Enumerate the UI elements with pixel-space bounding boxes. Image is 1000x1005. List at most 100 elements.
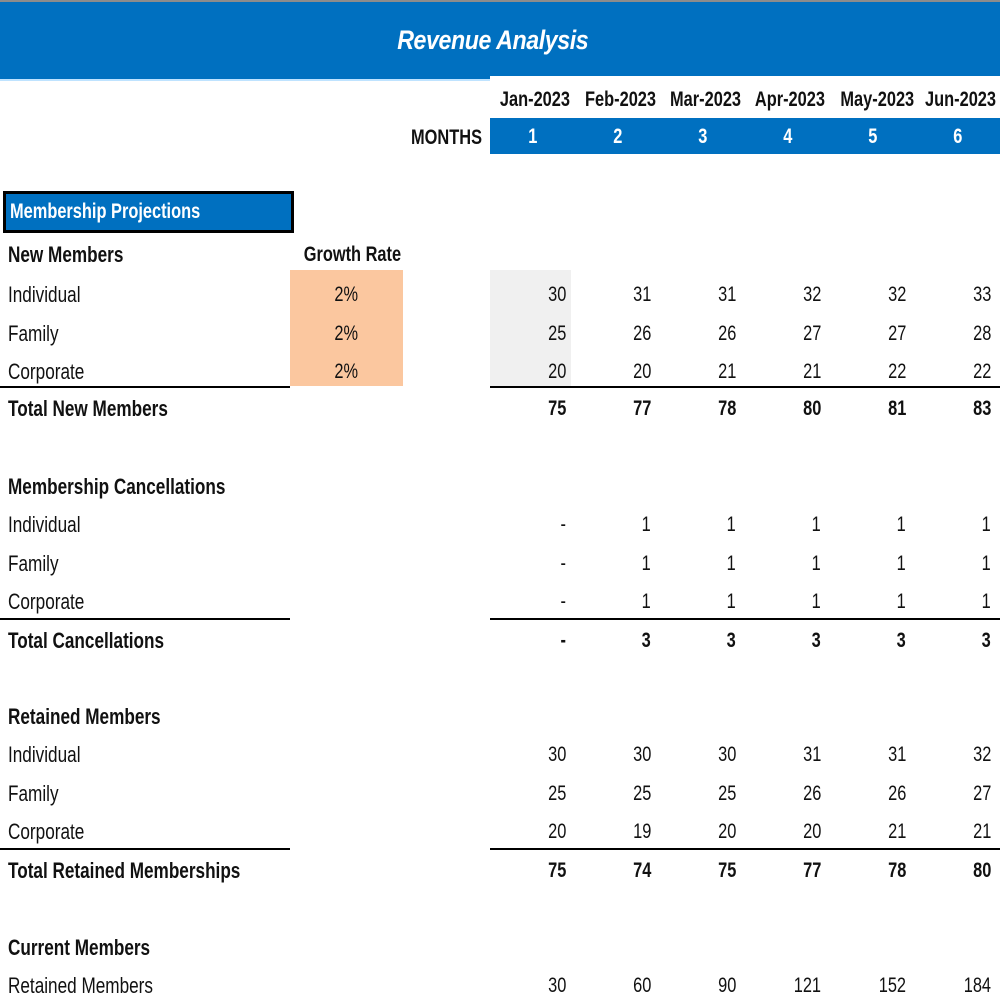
date-header-cell[interactable]: May-2023 [830, 84, 915, 116]
value-cell[interactable]: 21 [745, 353, 830, 391]
growth-rate-cell[interactable]: 2% [290, 315, 403, 353]
value-cell[interactable]: 90 [660, 967, 745, 1005]
value-cell[interactable]: 20 [660, 813, 745, 851]
value-cell[interactable]: 1 [575, 506, 660, 544]
value-cell[interactable]: 20 [490, 813, 575, 851]
value-cells: - 1 1 1 1 1 [490, 583, 1000, 621]
value-cell[interactable]: 1 [745, 545, 830, 583]
value-cell[interactable]: 27 [830, 315, 915, 353]
value-cell[interactable]: 1 [745, 583, 830, 621]
month-number-cell[interactable]: 3 [660, 118, 745, 154]
value-cell[interactable]: 30 [490, 736, 575, 774]
value-cell[interactable]: 32 [745, 276, 830, 314]
total-cell[interactable]: 81 [830, 390, 915, 428]
value-cell[interactable]: 1 [660, 545, 745, 583]
value-text: 1 [896, 590, 906, 613]
value-cell[interactable]: 30 [490, 967, 575, 1005]
value-cell[interactable]: 22 [915, 353, 1000, 391]
value-cell[interactable]: 121 [745, 967, 830, 1005]
value-cell[interactable]: 27 [745, 315, 830, 353]
value-cell[interactable]: 60 [575, 967, 660, 1005]
total-cell[interactable]: 83 [915, 390, 1000, 428]
date-header-cell[interactable]: Apr-2023 [745, 84, 830, 116]
month-number-cell[interactable]: 6 [915, 118, 1000, 154]
value-cell[interactable]: 22 [830, 353, 915, 391]
total-cell[interactable]: 3 [660, 622, 745, 660]
value-cell[interactable]: - [490, 506, 575, 544]
value-cell[interactable]: 32 [915, 736, 1000, 774]
value-cell[interactable]: 152 [830, 967, 915, 1005]
total-cell[interactable]: 78 [660, 390, 745, 428]
month-number-cell[interactable]: 5 [830, 118, 915, 154]
value-cell[interactable]: 1 [660, 583, 745, 621]
value-cell[interactable]: 25 [490, 775, 575, 813]
value-cell[interactable]: 1 [575, 583, 660, 621]
value-text: 31 [632, 283, 651, 306]
banner-separator [490, 76, 1000, 80]
date-header-cell[interactable]: Mar-2023 [660, 84, 745, 116]
value-cell[interactable]: 20 [490, 353, 575, 391]
value-cell[interactable]: 31 [830, 736, 915, 774]
value-cell[interactable]: 33 [915, 276, 1000, 314]
date-header-cell[interactable]: Jan-2023 [490, 84, 575, 116]
value-cell[interactable]: 1 [915, 545, 1000, 583]
date-header-cell[interactable]: Feb-2023 [575, 84, 660, 116]
value-text: 1 [726, 513, 736, 536]
value-cell[interactable]: - [490, 545, 575, 583]
total-cell[interactable]: 3 [575, 622, 660, 660]
value-cell[interactable]: - [490, 583, 575, 621]
section-title-membership-projections[interactable]: Membership Projections [3, 191, 294, 233]
month-number-cell[interactable]: 2 [575, 118, 660, 154]
value-cell[interactable]: 27 [915, 775, 1000, 813]
value-cell[interactable]: 26 [575, 315, 660, 353]
value-cell[interactable]: 21 [660, 353, 745, 391]
value-cell[interactable]: 1 [915, 506, 1000, 544]
total-cell[interactable]: 75 [490, 390, 575, 428]
value-cell[interactable]: 25 [575, 775, 660, 813]
growth-rate-cell[interactable]: 2% [290, 276, 403, 314]
month-number-cell[interactable]: 4 [745, 118, 830, 154]
value-cell[interactable]: 21 [915, 813, 1000, 851]
total-cell[interactable]: 3 [915, 622, 1000, 660]
value-cell[interactable]: 1 [745, 506, 830, 544]
value-cell[interactable]: 30 [490, 276, 575, 314]
total-cell[interactable]: 3 [830, 622, 915, 660]
value-cell[interactable]: 19 [575, 813, 660, 851]
value-cell[interactable]: 26 [745, 775, 830, 813]
value-cell[interactable]: 31 [575, 276, 660, 314]
value-cell[interactable]: 1 [830, 583, 915, 621]
total-cell[interactable]: 75 [660, 852, 745, 890]
value-cell[interactable]: 30 [575, 736, 660, 774]
value-cell[interactable]: 28 [915, 315, 1000, 353]
value-cell[interactable]: 20 [745, 813, 830, 851]
value-text: 3 [726, 629, 736, 652]
month-number-cell[interactable]: 1 [490, 118, 575, 154]
value-cell[interactable]: 1 [575, 545, 660, 583]
total-cell[interactable]: 3 [745, 622, 830, 660]
value-cell[interactable]: 32 [830, 276, 915, 314]
value-cell[interactable]: 1 [660, 506, 745, 544]
value-cell[interactable]: 26 [830, 775, 915, 813]
value-cell[interactable]: 20 [575, 353, 660, 391]
growth-rate-cell[interactable]: 2% [290, 353, 403, 391]
total-cell[interactable]: - [490, 622, 575, 660]
total-cell[interactable]: 78 [830, 852, 915, 890]
total-cell[interactable]: 75 [490, 852, 575, 890]
total-cell[interactable]: 74 [575, 852, 660, 890]
total-cell[interactable]: 77 [575, 390, 660, 428]
value-cell[interactable]: 31 [660, 276, 745, 314]
value-cell[interactable]: 31 [745, 736, 830, 774]
date-header-cell[interactable]: Jun-2023 [915, 84, 1000, 116]
value-cell[interactable]: 1 [915, 583, 1000, 621]
value-cell[interactable]: 184 [915, 967, 1000, 1005]
value-cell[interactable]: 21 [830, 813, 915, 851]
value-cell[interactable]: 26 [660, 315, 745, 353]
total-cell[interactable]: 77 [745, 852, 830, 890]
value-cell[interactable]: 1 [830, 506, 915, 544]
value-cell[interactable]: 25 [660, 775, 745, 813]
value-cell[interactable]: 25 [490, 315, 575, 353]
value-cell[interactable]: 1 [830, 545, 915, 583]
total-cell[interactable]: 80 [745, 390, 830, 428]
value-cell[interactable]: 30 [660, 736, 745, 774]
total-cell[interactable]: 80 [915, 852, 1000, 890]
